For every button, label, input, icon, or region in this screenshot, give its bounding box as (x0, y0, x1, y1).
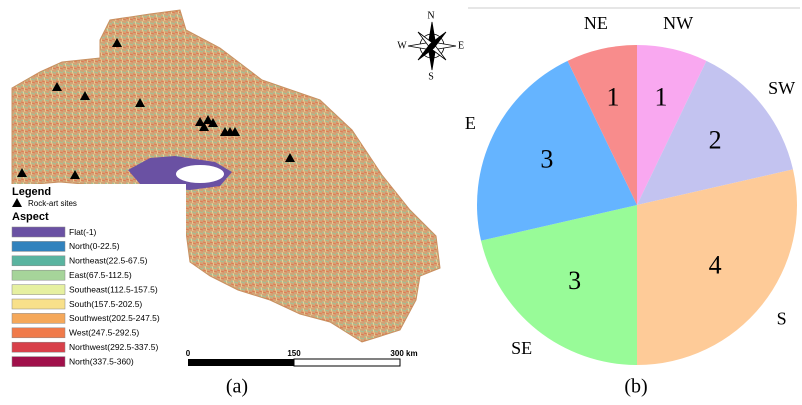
compass-label: N (427, 10, 434, 21)
slice-category: NW (663, 13, 693, 33)
slice-value: 2 (709, 126, 722, 155)
legend-swatch (12, 313, 65, 323)
legend-site-label: Rock-art sites (28, 199, 77, 208)
legend-label: North(0-22.5) (69, 241, 120, 251)
slice-category: S (777, 308, 787, 328)
legend-label: North(337.5-360) (69, 356, 134, 366)
legend-label: East(67.5-112.5) (69, 270, 132, 280)
legend-swatch (12, 256, 65, 266)
compass-label: E (458, 40, 464, 51)
caption: (b) (624, 376, 647, 398)
legend-label: Northwest(292.5-337.5) (69, 342, 158, 352)
scale-label: 0 (186, 349, 191, 358)
slice-category: SE (511, 338, 532, 358)
caption: (a) (226, 376, 248, 398)
scale-label: 150 (287, 349, 301, 358)
pie-chart: NW 1 SW 2 S 4 SE 3 E 3 NE 1 (465, 13, 797, 365)
slice-value: 3 (568, 266, 581, 295)
legend-swatch (12, 227, 65, 237)
compass-label: S (428, 71, 434, 82)
legend-label: South(157.5-202.5) (69, 299, 142, 309)
slice-value: 3 (540, 145, 553, 174)
legend-label: Southwest(202.5-247.5) (69, 313, 160, 323)
slice-category: NE (584, 13, 608, 33)
legend-label: Southeast(112.5-157.5) (69, 284, 158, 294)
lake-island (176, 165, 224, 183)
legend-swatch (12, 270, 65, 280)
compass-label: W (397, 40, 407, 51)
slice-value: 4 (709, 250, 722, 279)
legend-swatch (12, 285, 65, 295)
legend-label: West(247.5-292.5) (69, 328, 139, 338)
legend-label: Northeast(22.5-67.5) (69, 256, 148, 266)
scale-label: 300 km (390, 349, 417, 358)
legend-swatch (12, 357, 65, 367)
legend-swatch (12, 241, 65, 251)
legend-swatch (12, 299, 65, 309)
legend-title: Legend (12, 186, 51, 198)
scale-black (188, 359, 294, 366)
legend-label: Flat(-1) (69, 227, 97, 237)
legend-swatch (12, 342, 65, 352)
map: Legend Rock-art sites Aspect Flat(-1) Nor… (8, 10, 464, 372)
legend-swatch (12, 328, 65, 338)
slice-category: E (465, 113, 476, 133)
scale-white (294, 359, 400, 366)
slice-value: 1 (655, 83, 668, 112)
slice-category: SW (768, 78, 795, 98)
figure: Legend Rock-art sites Aspect Flat(-1) Nor… (0, 0, 802, 405)
slice-value: 1 (606, 83, 619, 112)
compass-rose (408, 22, 456, 70)
aspect-title: Aspect (12, 211, 49, 223)
